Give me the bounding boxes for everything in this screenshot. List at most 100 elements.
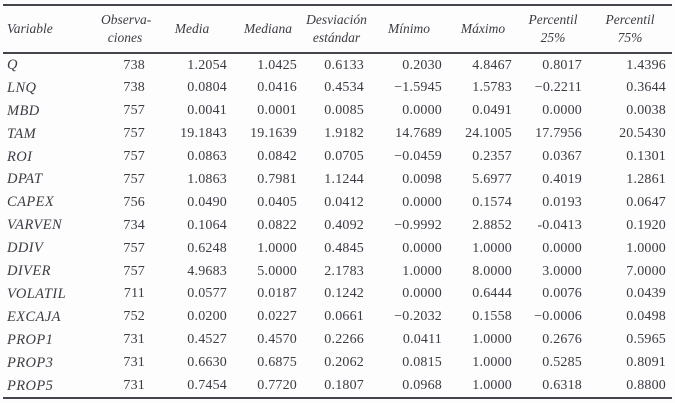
cell-value: 4.8467 — [472, 57, 512, 73]
variable-name: Q — [7, 57, 18, 74]
cell-value: 734 — [123, 217, 145, 233]
cell-value: 0.7720 — [257, 378, 297, 393]
cell-value: 0.0000 — [542, 103, 582, 119]
cell-value: 0.0098 — [402, 171, 442, 187]
cell-value: 0.4570 — [257, 332, 297, 348]
cell-value: 0.0200 — [187, 309, 227, 325]
table-row: PROP3 731 0.6630 0.6875 0.2062 0.0815 1.0000 0.… — [3, 352, 672, 375]
cell-value: −0.0006 — [534, 309, 582, 325]
cell-value: 0.6630 — [187, 355, 227, 371]
variable-name: DPAT — [7, 171, 43, 188]
cell-value: 0.0000 — [402, 194, 442, 210]
cell-value: 0.4845 — [324, 240, 364, 256]
cell-value: 0.0968 — [402, 378, 442, 393]
col-header-mediana: Mediana — [233, 5, 303, 55]
cell-value: 757 — [123, 263, 145, 279]
cell-value: 0.0000 — [402, 103, 442, 119]
cell-value: 1.0000 — [402, 263, 442, 279]
cell-value: 0.2266 — [324, 332, 364, 348]
cell-value: 0.4534 — [324, 80, 364, 96]
cell-value: 0.0439 — [626, 286, 666, 302]
cell-value: 0.5285 — [542, 355, 582, 371]
cell-value: 4.9683 — [187, 263, 227, 279]
cell-value: 0.0647 — [626, 194, 666, 210]
cell-value: −0.0459 — [394, 149, 442, 165]
col-header-minimo: Mínimo — [370, 5, 448, 55]
cell-value: 0.8017 — [542, 57, 582, 73]
cell-value: 0.0038 — [626, 103, 666, 119]
cell-value: 756 — [123, 194, 145, 210]
table-row: VOLATIL 711 0.0577 0.0187 0.1242 0.0000 0.6444… — [3, 283, 672, 306]
cell-value: 2.1783 — [324, 263, 364, 279]
cell-value: 0.0498 — [626, 309, 666, 325]
cell-value: 19.1639 — [250, 126, 297, 142]
cell-value: 731 — [123, 332, 145, 348]
cell-value: 1.0863 — [187, 171, 227, 187]
cell-value: 0.0804 — [187, 80, 227, 96]
variable-name: PROP5 — [7, 377, 54, 394]
table-row: DIVER 757 4.9683 5.0000 2.1783 1.0000 8.0000 3.… — [3, 260, 672, 283]
cell-value: 757 — [123, 126, 145, 142]
cell-value: 0.0705 — [324, 149, 364, 165]
cell-value: 0.0000 — [542, 240, 582, 256]
cell-value: 0.0491 — [472, 103, 512, 119]
cell-value: 757 — [123, 149, 145, 165]
col-header-percentil-25: Percentil 25% — [518, 5, 588, 55]
cell-value: 0.0411 — [402, 332, 442, 348]
cell-value: 0.0085 — [324, 103, 364, 119]
cell-value: 0.4527 — [187, 332, 227, 348]
descriptive-statistics-table: Variable Observa- ciones Media Mediana D… — [3, 4, 672, 400]
cell-value: 1.0000 — [626, 240, 666, 256]
cell-value: 1.0000 — [472, 355, 512, 371]
cell-value: 757 — [123, 240, 145, 256]
table-row: DPAT 757 1.0863 0.7981 1.1244 0.0098 5.6977 0.4… — [3, 169, 672, 192]
variable-name: PROP3 — [7, 354, 54, 371]
cell-value: 0.2676 — [542, 332, 582, 348]
cell-value: 0.6875 — [257, 355, 297, 371]
cell-value: 0.0842 — [257, 149, 297, 165]
cell-value: 0.6248 — [187, 240, 227, 256]
variable-name: MBD — [7, 102, 40, 119]
table-row: Q 738 1.2054 1.0425 0.6133 0.2030 4.8467 0.8017… — [3, 53, 672, 77]
col-header-percentil-75: Percentil 75% — [588, 5, 672, 55]
cell-value: 1.5783 — [472, 80, 512, 96]
cell-value: 24.1005 — [465, 126, 512, 142]
table-row: CAPEX 756 0.0490 0.0405 0.0412 0.0000 0.1574 0.… — [3, 191, 672, 214]
variable-name: VARVEN — [7, 217, 63, 234]
cell-value: 0.0577 — [187, 286, 227, 302]
cell-value: 0.0661 — [324, 309, 364, 325]
cell-value: 20.5430 — [619, 126, 666, 142]
cell-value: 1.0425 — [257, 57, 297, 73]
cell-value: 0.0863 — [187, 149, 227, 165]
table-row: TAM 757 19.1843 19.1639 1.9182 14.7689 24.1005… — [3, 123, 672, 146]
cell-value: 0.0815 — [402, 355, 442, 371]
variable-name: LNQ — [7, 79, 37, 96]
variable-name: EXCAJA — [7, 308, 61, 325]
cell-value: 5.6977 — [472, 171, 512, 187]
cell-value: 738 — [123, 80, 145, 96]
cell-value: −0.9992 — [394, 217, 442, 233]
table-row: DDIV 757 0.6248 1.0000 0.4845 0.0000 1.0000 0.0… — [3, 237, 672, 260]
table-body: Q 738 1.2054 1.0425 0.6133 0.2030 4.8467 0.8017… — [3, 53, 672, 398]
cell-value: 0.3644 — [626, 80, 666, 96]
cell-value: -0.0413 — [537, 217, 582, 233]
variable-name: VOLATIL — [7, 285, 67, 302]
cell-value: 0.1807 — [324, 378, 364, 393]
cell-value: 0.0076 — [542, 286, 582, 302]
cell-value: 0.1242 — [324, 286, 364, 302]
cell-value: 0.2062 — [324, 355, 364, 371]
cell-value: 752 — [123, 309, 145, 325]
table-row: ROI 757 0.0863 0.0842 0.0705 −0.0459 0.2357 0.0… — [3, 146, 672, 169]
cell-value: 0.0001 — [257, 103, 297, 119]
cell-value: 0.4019 — [542, 171, 582, 187]
cell-value: 2.8852 — [472, 217, 512, 233]
cell-value: 757 — [123, 171, 145, 187]
col-header-observaciones: Observa- ciones — [99, 5, 151, 55]
cell-value: −0.2032 — [394, 309, 442, 325]
cell-value: 5.0000 — [257, 263, 297, 279]
cell-value: 1.2861 — [626, 171, 666, 187]
cell-value: 0.0416 — [257, 80, 297, 96]
cell-value: 731 — [123, 378, 145, 393]
cell-value: 0.0822 — [257, 217, 297, 233]
